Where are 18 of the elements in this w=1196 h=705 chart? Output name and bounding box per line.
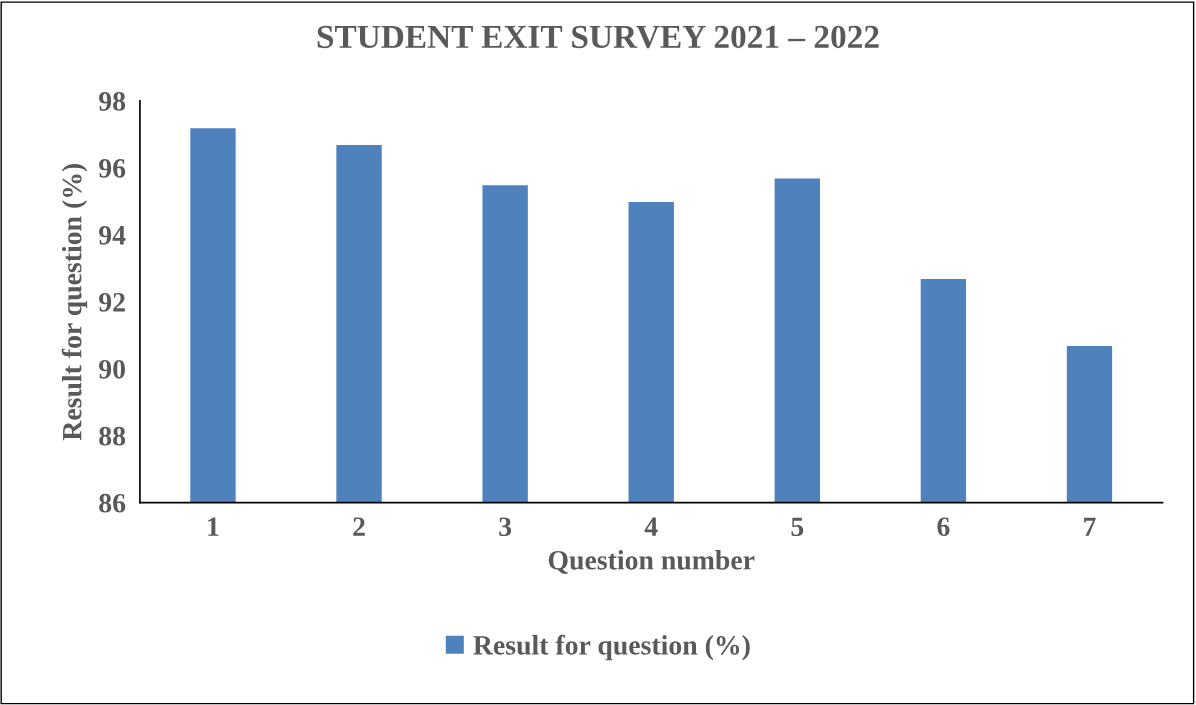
y-tick-label: 96 xyxy=(99,159,126,178)
legend-label: Result for question (%) xyxy=(473,634,750,661)
x-tick-label: 3 xyxy=(499,517,512,537)
y-tick-label: 98 xyxy=(99,91,126,111)
x-tick-label: 7 xyxy=(1084,517,1096,536)
y-tick-label: 86 xyxy=(99,493,126,513)
x-axis-title: Question number xyxy=(548,550,755,574)
y-axis-title: Result for question (%) xyxy=(61,163,88,441)
x-tick-label: 4 xyxy=(644,517,658,536)
x-tick-label: 2 xyxy=(353,517,365,536)
x-tick-label: 6 xyxy=(937,517,950,537)
y-tick-label: 92 xyxy=(99,292,125,312)
chart-title: STUDENT EXIT SURVEY 2021 – 2022 xyxy=(317,25,879,49)
y-tick-label: 90 xyxy=(99,359,125,379)
x-tick-label: 1 xyxy=(208,517,219,536)
x-tick-label: 5 xyxy=(791,517,804,537)
y-tick-label: 94 xyxy=(99,226,126,245)
y-tick-label: 88 xyxy=(99,426,126,446)
